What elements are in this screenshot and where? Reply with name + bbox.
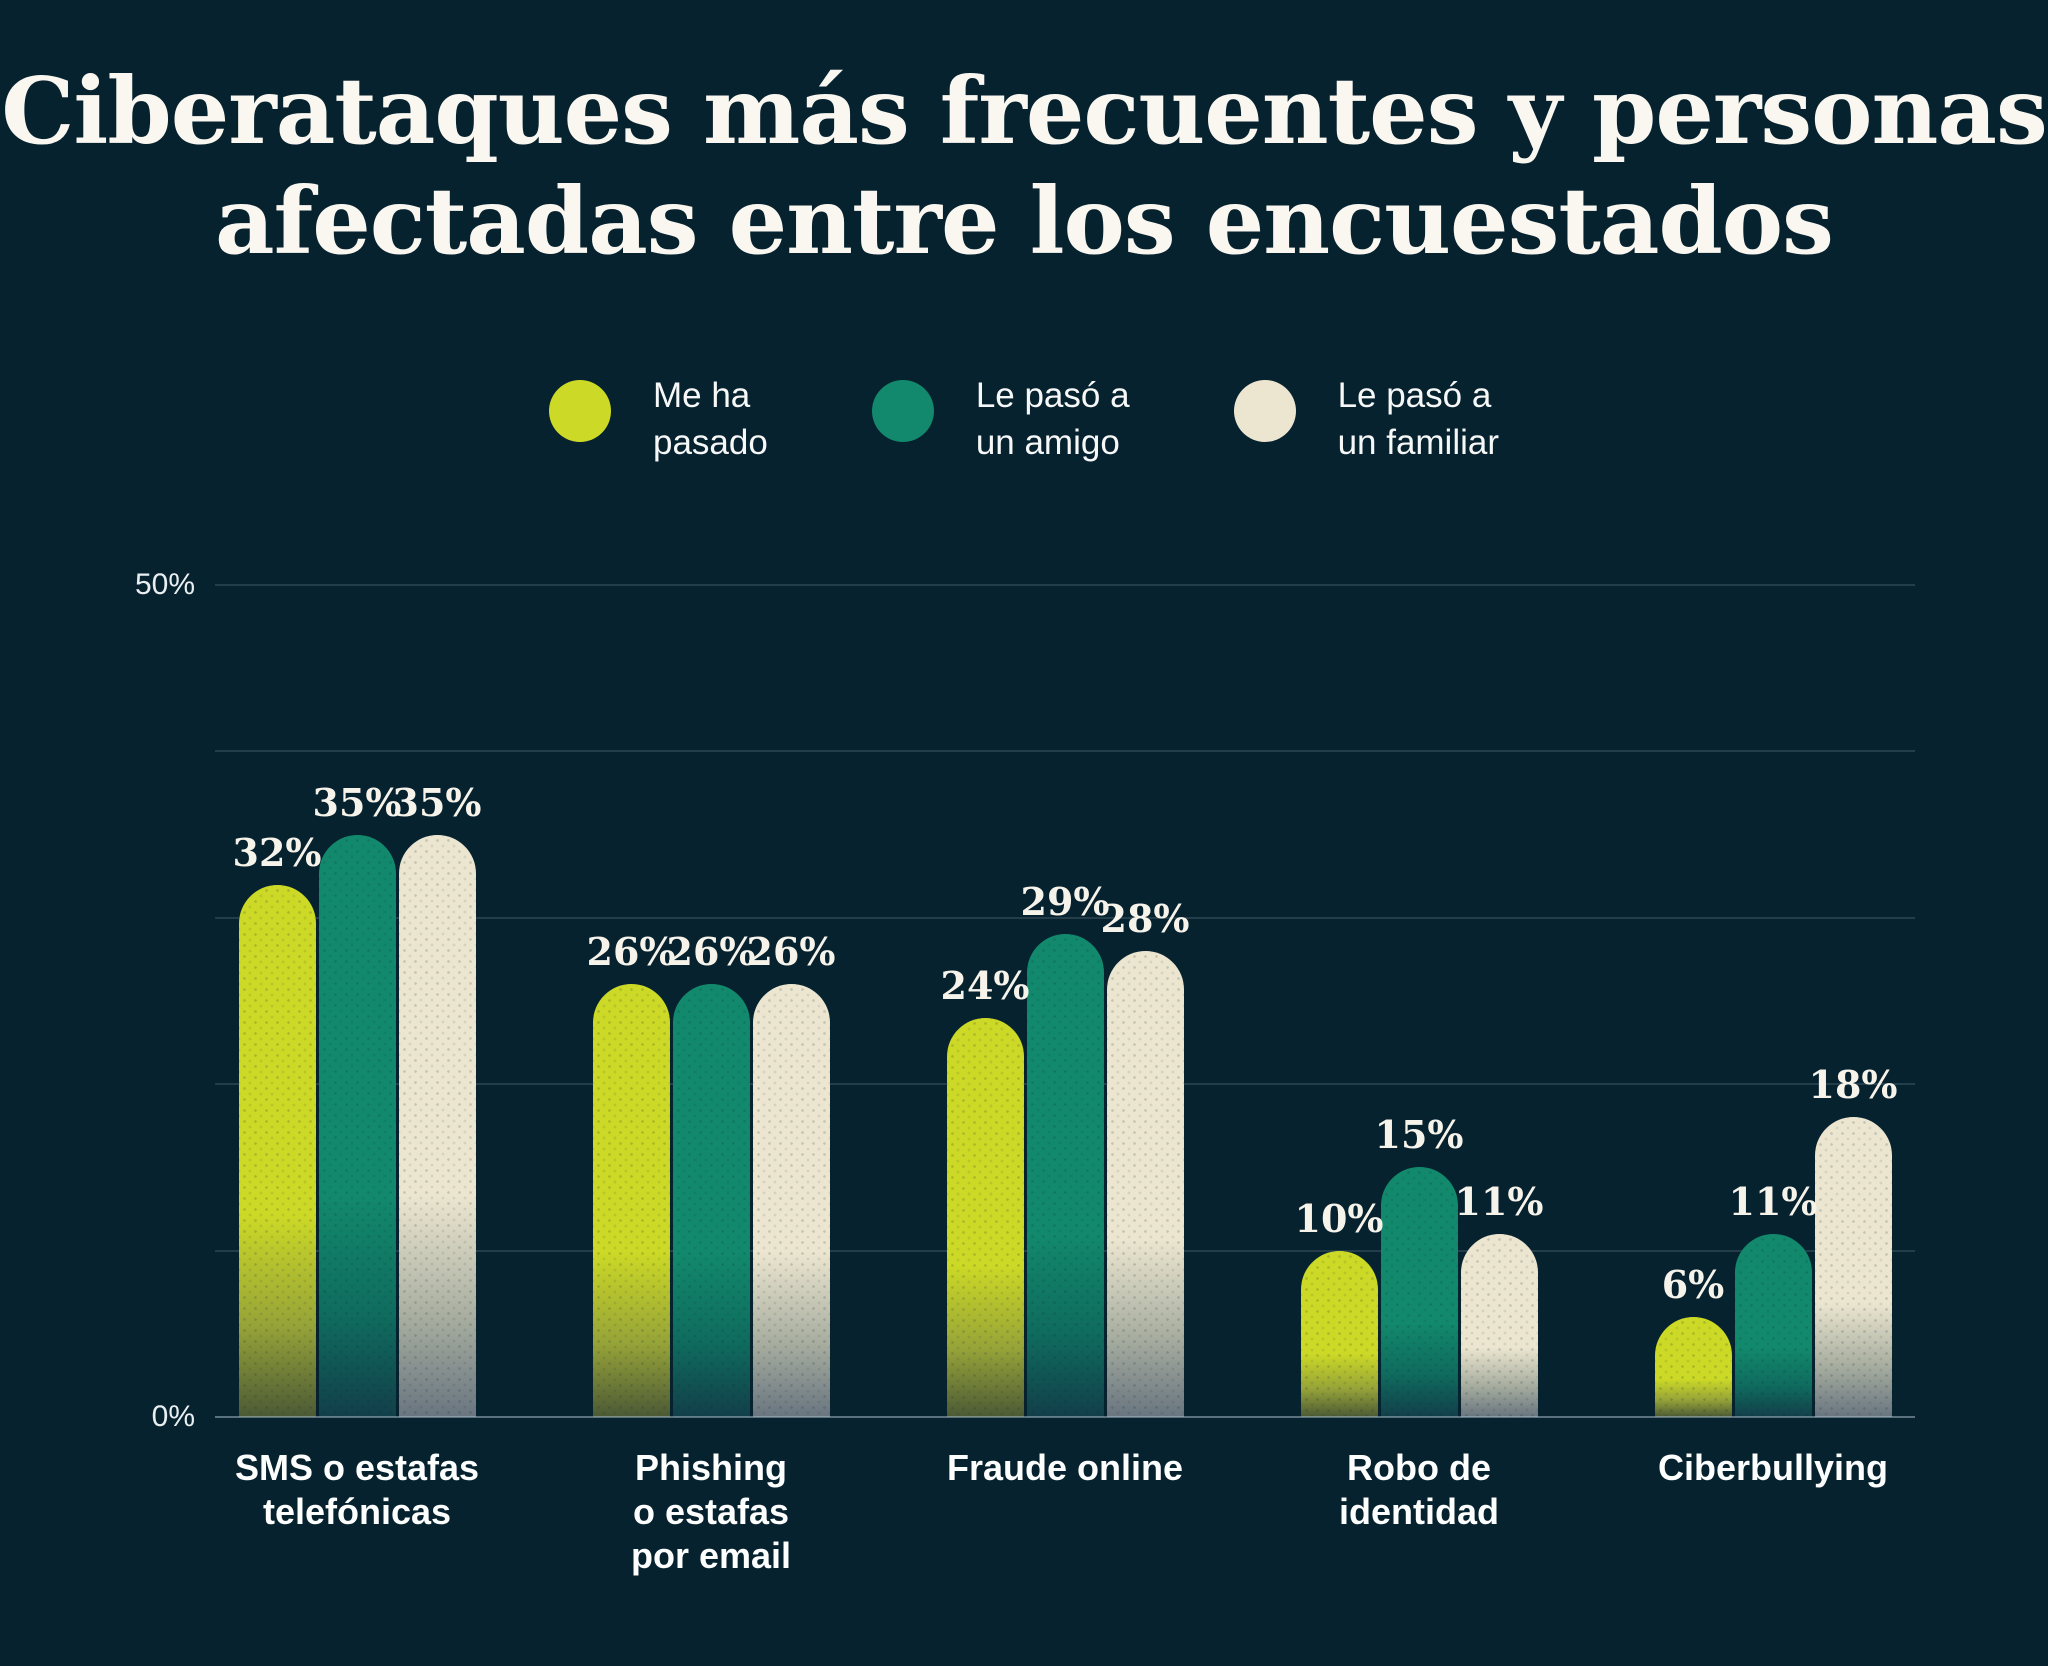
- y-tick-label-50: 50%: [134, 568, 195, 601]
- bar-value-label: 26%: [746, 929, 836, 975]
- legend-item-me-ha-pasado: Me ha pasado: [548, 372, 768, 466]
- bar-le-pas-a-un-amigo-cat4: [1380, 1167, 1458, 1417]
- legend-item-le-paso-familiar: Le pasó a un familiar: [1233, 372, 1500, 466]
- bar-value-label: 35%: [312, 779, 402, 825]
- bar-le-pas-a-un-amigo-cat1: [318, 834, 396, 1418]
- chart-title-line-2: afectadas entre los encuestados: [215, 167, 1834, 275]
- bar-le-pas-a-un-familiar-cat5: [1814, 1117, 1892, 1417]
- legend-swatch-circle-yellow: [548, 380, 611, 442]
- bar-le-pas-a-un-familiar-cat2: [752, 984, 830, 1417]
- bar-value-label: 28%: [1100, 896, 1190, 942]
- bar-me-ha-pasado-cat4: [1300, 1250, 1378, 1418]
- bar-le-pas-a-un-amigo-cat5: [1734, 1233, 1812, 1418]
- category-label-2: Phishing o estafas por email: [630, 1447, 792, 1576]
- category-label-5: Ciberbullying: [1657, 1447, 1889, 1488]
- bar-le-pas-a-un-amigo-cat3: [1026, 934, 1104, 1417]
- bar-value-label: 24%: [940, 962, 1030, 1008]
- legend-swatch-circle-teal: [871, 380, 934, 442]
- chart-title: Ciberataques más frecuentes y personas a…: [0, 56, 2048, 276]
- legend-swatch-circle-cream: [1233, 380, 1296, 442]
- bar-value-label: 29%: [1020, 879, 1110, 925]
- gridline-30: [215, 916, 1915, 919]
- bar-le-pas-a-un-familiar-cat1: [398, 834, 476, 1418]
- gridline-40: [215, 750, 1915, 753]
- legend-label: Le pasó a un amigo: [975, 376, 1130, 462]
- chart-title-line-1: Ciberataques más frecuentes y personas: [1, 57, 2048, 165]
- y-tick-label-0: 0%: [151, 1400, 195, 1433]
- bar-me-ha-pasado-cat2: [592, 984, 670, 1417]
- bar-value-label: 11%: [1454, 1178, 1544, 1224]
- legend-label: Le pasó a un familiar: [1337, 376, 1500, 462]
- bar-value-label: 26%: [666, 929, 756, 975]
- bar-me-ha-pasado-cat5: [1654, 1317, 1732, 1417]
- legend: Me ha pasado Le pasó a un amigo Le pasó …: [0, 372, 2048, 466]
- category-label-3: Fraude online: [946, 1447, 1184, 1488]
- legend-label: Me ha pasado: [652, 376, 768, 462]
- bar-le-pas-a-un-familiar-cat3: [1106, 951, 1184, 1417]
- bar-value-label: 18%: [1808, 1062, 1898, 1108]
- bar-value-label: 32%: [232, 829, 322, 875]
- bar-value-label: 15%: [1374, 1112, 1464, 1158]
- category-label-1: SMS o estafas telefónicas: [234, 1447, 480, 1532]
- bar-value-label: 10%: [1294, 1195, 1384, 1241]
- bar-me-ha-pasado-cat3: [946, 1017, 1024, 1418]
- gridline-50: [215, 584, 1915, 586]
- bar-value-label: 11%: [1728, 1178, 1818, 1224]
- bar-le-pas-a-un-familiar-cat4: [1460, 1233, 1538, 1418]
- x-axis-baseline: [215, 1416, 1915, 1418]
- bar-value-label: 35%: [392, 779, 482, 825]
- bar-value-label: 6%: [1661, 1262, 1725, 1308]
- bar-me-ha-pasado-cat1: [238, 884, 316, 1418]
- legend-item-le-paso-amigo: Le pasó a un amigo: [871, 372, 1130, 466]
- category-label-4: Robo de identidad: [1339, 1447, 1499, 1532]
- bar-le-pas-a-un-amigo-cat2: [672, 984, 750, 1417]
- bar-value-label: 26%: [586, 929, 676, 975]
